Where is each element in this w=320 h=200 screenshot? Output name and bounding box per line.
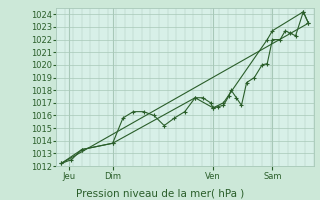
Text: Pression niveau de la mer( hPa ): Pression niveau de la mer( hPa ) <box>76 188 244 198</box>
